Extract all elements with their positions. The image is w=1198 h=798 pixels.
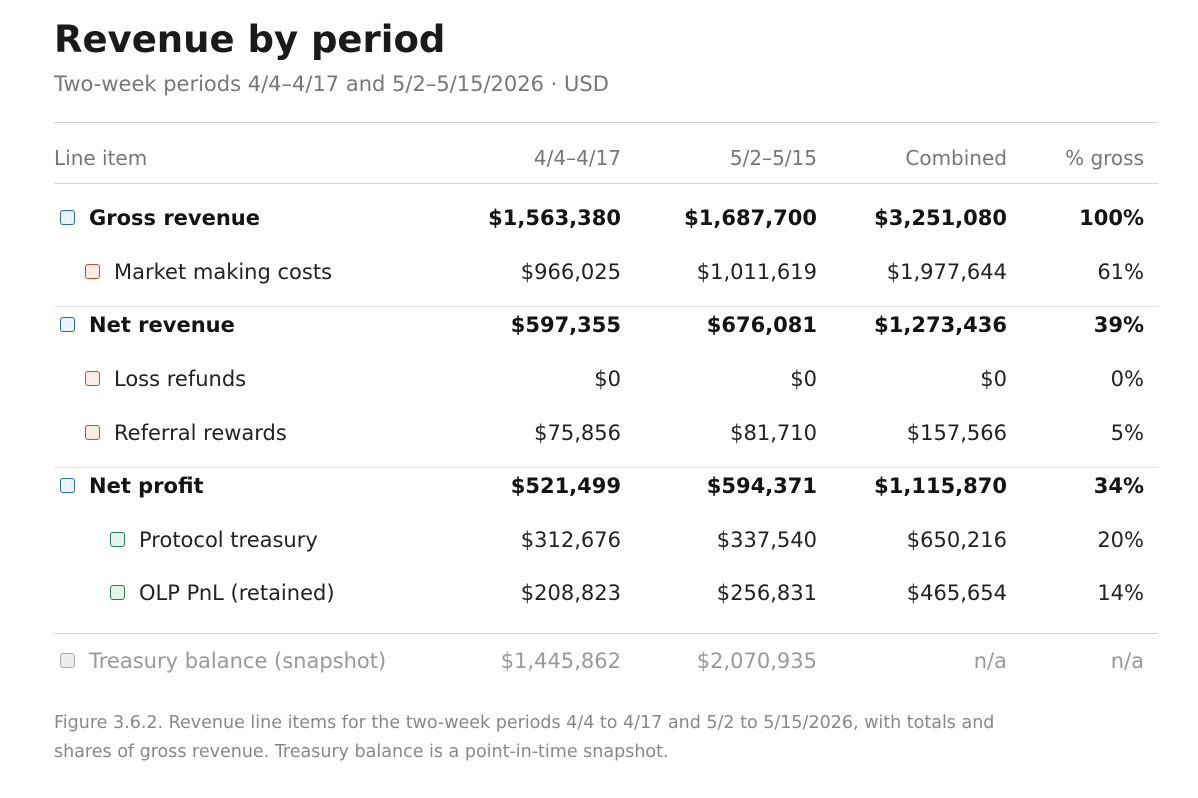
cell-value: $1,445,862 [500,649,621,673]
table-row: Referral rewards $75,856 $81,710 $157,566 5% [0,406,1198,460]
column-header: 4/4–4/17 [533,146,621,170]
cell-value: $1,977,644 [886,260,1007,284]
row-label: Market making costs [114,260,333,284]
row-marker [60,210,75,225]
cell-value: $81,710 [730,421,817,445]
cell-value: $1,563,380 [488,206,621,230]
row-label: Gross revenue [89,206,261,230]
row-label: Referral rewards [114,421,287,445]
column-header: 5/2–5/15 [729,146,817,170]
row-marker [85,425,100,440]
cell-value: $650,216 [906,528,1007,552]
table-row: Protocol treasury $312,676 $337,540 $650,21… [0,513,1198,567]
row-marker [85,264,100,279]
table-row: Market making costs $966,025 $1,011,619 $1,… [0,245,1198,299]
cell-value: $1,687,700 [684,206,817,230]
cell-value: $3,251,080 [874,206,1007,230]
cell-value: 0% [1110,367,1144,391]
cell-value: $594,371 [706,474,817,498]
column-header: % gross [1065,146,1144,170]
cell-value: $0 [980,367,1007,391]
table-row: OLP PnL (retained) $208,823 $256,831 $465,6… [0,566,1198,620]
header-row: Line item 4/4–4/17 5/2–5/15 Combined % g… [0,131,1198,185]
cell-value: $1,273,436 [874,313,1007,337]
cell-value: $75,856 [534,421,621,445]
row-label: Treasury balance (snapshot) [89,649,387,673]
cell-value: 61% [1097,260,1144,284]
column-header: Combined [905,146,1007,170]
rule [54,122,1158,123]
cell-value: $521,499 [510,474,621,498]
row-label: OLP PnL (retained) [139,581,335,605]
row-label: Net revenue [89,313,235,337]
cell-value: $0 [790,367,817,391]
cell-value: 100% [1079,206,1144,230]
cell-value: $312,676 [520,528,621,552]
cell-value: $2,070,935 [696,649,817,673]
cell-value: $597,355 [510,313,621,337]
cell-value: 5% [1110,421,1144,445]
cell-value: $966,025 [520,260,621,284]
cell-value: $0 [594,367,621,391]
rule [54,183,1158,184]
cell-value: 20% [1097,528,1144,552]
subtitle: Two-week periods 4/4–4/17 and 5/2–5/15/2… [54,72,609,96]
row-label: Loss refunds [114,367,247,391]
rule [54,633,1158,634]
title: Revenue by period [54,18,446,61]
cell-value: n/a [1110,649,1144,673]
row-marker [110,585,125,600]
row-marker [60,478,75,493]
rule [54,306,1158,307]
cell-value: n/a [973,649,1007,673]
cell-value: $465,654 [906,581,1007,605]
table-row: Net revenue $597,355 $676,081 $1,273,436 39% [0,298,1198,352]
cell-value: 14% [1097,581,1144,605]
table-row: Gross revenue $1,563,380 $1,687,700 $3,251,… [0,191,1198,245]
row-label: Net profit [89,474,204,498]
cell-value: $157,566 [906,421,1007,445]
cell-value: 34% [1093,474,1144,498]
cell-value: $256,831 [716,581,817,605]
column-header: Line item [54,146,148,170]
caption: Figure 3.6.2. Revenue line items for the… [54,713,995,762]
cell-value: $676,081 [706,313,817,337]
table-row: Treasury balance (snapshot) $1,445,862 $2,… [0,634,1198,688]
row-marker [110,532,125,547]
row-marker [60,317,75,332]
cell-value: $337,540 [716,528,817,552]
table-row: Net profit $521,499 $594,371 $1,115,870 34% [0,459,1198,513]
table-row: Loss refunds $0 $0 $0 0% [0,352,1198,406]
cell-value: $208,823 [520,581,621,605]
cell-value: $1,115,870 [874,474,1007,498]
cell-value: 39% [1093,313,1144,337]
cell-value: $1,011,619 [696,260,817,284]
row-marker [85,371,100,386]
row-label: Protocol treasury [139,528,318,552]
row-marker [60,653,75,668]
rule [54,467,1158,468]
